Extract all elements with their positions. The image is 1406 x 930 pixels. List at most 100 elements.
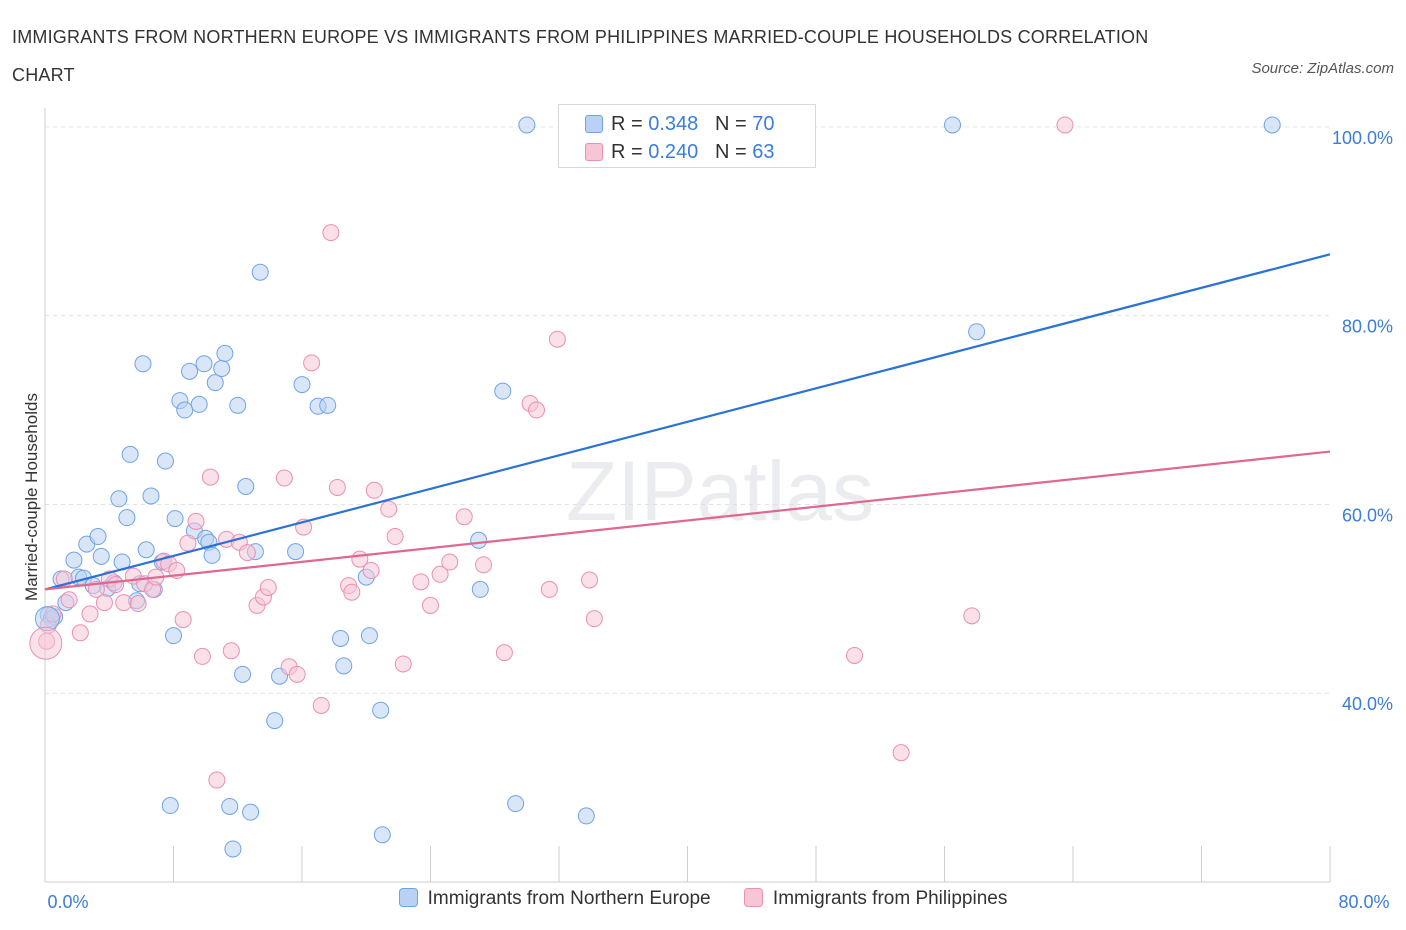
northern-europe-point: [242, 803, 260, 821]
northern-europe-point: [1263, 116, 1281, 134]
n-label: N =: [714, 141, 747, 163]
philippines-point: [455, 508, 473, 526]
northern-europe-point: [165, 627, 182, 645]
northern-europe-point: [373, 826, 391, 844]
r-value: 0.240: [648, 141, 699, 163]
northern-europe-point: [494, 382, 512, 400]
philippines-trendline: [44, 450, 1331, 591]
philippines-point: [585, 610, 603, 628]
philippines-point: [115, 594, 133, 612]
x-tick-label-max: 80.0%: [1338, 892, 1389, 912]
y-tick-label: 40.0%: [1342, 694, 1393, 714]
n-label: N =: [714, 113, 747, 135]
philippines-point: [380, 500, 398, 518]
northern-europe-point: [332, 629, 350, 647]
philippines-point: [81, 605, 99, 623]
chart-title: IMMIGRANTS FROM NORTHERN EUROPE VS IMMIG…: [12, 27, 1149, 85]
philippines-point: [528, 401, 546, 419]
northern-europe-point: [470, 531, 488, 549]
r-label: R =: [611, 113, 643, 135]
philippines-point: [475, 556, 493, 574]
northern-europe-point: [335, 657, 353, 675]
northern-europe-point: [266, 712, 284, 730]
northern-europe-point: [577, 807, 595, 825]
northern-europe-point: [181, 362, 199, 380]
philippines-point: [322, 224, 340, 242]
y-tick-label: 80.0%: [1342, 317, 1393, 337]
legend-item-philippines[interactable]: Immigrants from Philippines: [743, 888, 1007, 910]
stats-legend: R = 0.348 N = 70 R = 0.240 N = 63: [558, 104, 816, 168]
philippines-legend-swatch-icon: [743, 888, 763, 907]
philippines-point: [386, 528, 404, 546]
philippines-point: [892, 744, 910, 762]
philippines-point: [60, 591, 78, 609]
northern-europe-point: [319, 396, 337, 414]
northern-europe-point: [471, 580, 489, 598]
northern-europe-point: [156, 452, 174, 470]
philippines-point: [394, 655, 412, 673]
northern-europe-point: [92, 547, 110, 565]
philippines-point: [95, 594, 113, 612]
northern-europe-point: [237, 478, 255, 496]
northern-europe-point: [137, 541, 155, 559]
philippines-point: [174, 611, 192, 629]
philippines-point: [431, 565, 449, 583]
philippines-point: [275, 469, 293, 487]
northern-europe-point: [221, 797, 239, 815]
watermark: ZIPatlas: [566, 444, 874, 538]
northern-europe-point: [176, 401, 194, 419]
philippines-point: [540, 580, 558, 598]
y-tick-label: 60.0%: [1342, 505, 1393, 525]
northern-europe-point: [89, 528, 107, 546]
philippines-point: [495, 644, 513, 662]
philippines-point: [222, 642, 240, 660]
philippines-point: [187, 512, 205, 530]
philippines-point: [343, 583, 361, 601]
northern-europe-point: [206, 374, 224, 392]
r-value: 0.348: [648, 113, 699, 135]
n-value: 70: [752, 113, 775, 135]
philippines-point: [365, 481, 383, 499]
northern-europe-point: [121, 445, 139, 463]
chart-source: Source: ZipAtlas.com: [1251, 60, 1394, 77]
northern-europe-point: [518, 116, 536, 134]
points-layer: [29, 116, 1281, 858]
northern-europe-point: [161, 797, 179, 815]
stats-legend-row-northern-europe: R = 0.348 N = 70: [585, 112, 774, 136]
philippines-point: [179, 534, 197, 552]
philippines-point: [846, 646, 864, 664]
northern-europe-point: [216, 344, 234, 362]
philippines-point: [581, 571, 599, 589]
philippines-point: [441, 553, 459, 571]
stats-legend-row-philippines: R = 0.240 N = 63: [585, 140, 774, 164]
philippines-point: [548, 330, 566, 348]
northern-europe-point: [110, 490, 128, 508]
r-label: R =: [611, 141, 643, 163]
northern-europe-trendline: [44, 253, 1331, 591]
philippines-point: [29, 626, 63, 660]
axis-layer: [44, 108, 1331, 883]
y-axis-label: Married-couple Households: [22, 393, 41, 601]
philippines-point: [238, 544, 256, 562]
y-tick-label: 100.0%: [1332, 128, 1393, 148]
philippines-swatch-icon: [585, 143, 603, 161]
philippines-point: [107, 576, 125, 594]
northern-europe-point: [293, 376, 311, 394]
philippines-point: [412, 573, 430, 591]
northern-europe-point: [944, 116, 962, 134]
philippines-point: [328, 478, 346, 496]
philippines-point: [259, 579, 277, 597]
northern-europe-point: [229, 396, 247, 414]
northern-europe-point: [213, 360, 231, 378]
northern-europe-point: [142, 487, 160, 505]
philippines-point: [193, 647, 211, 665]
philippines-point: [422, 596, 439, 614]
philippines-point: [1056, 116, 1074, 134]
legend-item-northern-europe[interactable]: Immigrants from Northern Europe: [398, 888, 711, 910]
northern-europe-legend-swatch-icon: [398, 888, 418, 907]
northern-europe-point: [203, 546, 221, 564]
northern-europe-point: [118, 509, 136, 527]
northern-europe-swatch-icon: [585, 115, 603, 133]
northern-europe-point: [234, 665, 252, 683]
legend-label-northern-europe: Immigrants from Northern Europe: [427, 888, 711, 909]
